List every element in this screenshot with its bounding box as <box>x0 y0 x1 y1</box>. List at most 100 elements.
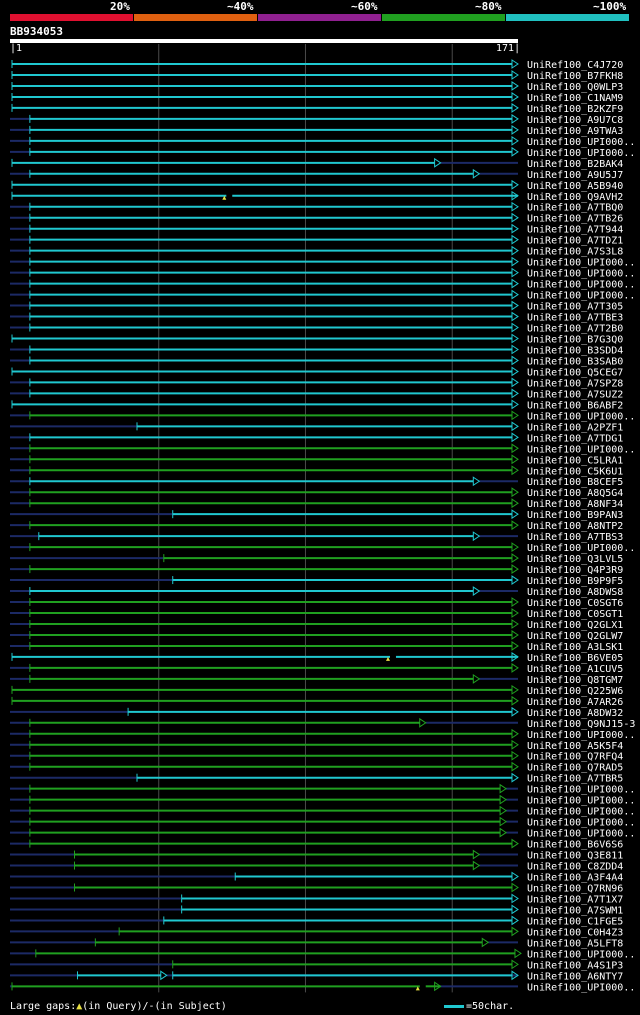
hit-end-arrow <box>160 970 168 981</box>
hit-name: UniRef100_UPI000.. <box>527 785 635 796</box>
hit-name: UniRef100_C0SGT6 <box>527 598 623 609</box>
hit-name: UniRef100_A5LFT8 <box>527 938 623 949</box>
hit-end-arrow <box>511 59 519 69</box>
hit-name: UniRef100_Q9NJ15-3 <box>527 719 635 730</box>
query-gap-icon: ▲ <box>76 1001 83 1012</box>
hit-end-arrow <box>511 619 519 629</box>
hit-end-arrow <box>434 157 442 168</box>
hit-end-arrow <box>511 81 519 91</box>
hit-end-arrow <box>472 168 481 179</box>
hit-name: UniRef100_B9PAN3 <box>527 510 623 521</box>
hit-name: UniRef100_UPI000.. <box>527 258 635 269</box>
hit-name: UniRef100_Q3E811 <box>527 851 623 862</box>
hit-name: UniRef100_A7SWM1 <box>527 905 623 916</box>
hit-end-arrow <box>472 586 481 596</box>
hit-name: UniRef100_Q7RAD5 <box>527 763 623 774</box>
hit-end-arrow <box>511 838 519 849</box>
hit-end-arrow <box>511 234 519 245</box>
hit-name: UniRef100_A3F4A4 <box>527 873 623 884</box>
hit-name: UniRef100_A3LSK1 <box>527 642 623 653</box>
hit-name: UniRef100_UPI000.. <box>527 137 635 148</box>
hit-name: UniRef100_B2KZF9 <box>527 104 623 115</box>
hit-name: UniRef100_Q7RFQ4 <box>527 752 623 763</box>
hit-name: UniRef100_B6VE05 <box>527 653 623 664</box>
hit-name: UniRef100_A1CUV5 <box>527 664 623 675</box>
hit-end-arrow <box>499 827 507 838</box>
hit-name: UniRef100_B7G3Q0 <box>527 335 623 346</box>
hit-name: UniRef100_UPI000.. <box>527 818 635 829</box>
hit-end-arrow <box>511 300 519 311</box>
hit-end-arrow <box>511 630 519 640</box>
hit-name: UniRef100_A7T305 <box>527 302 623 313</box>
hit-name: UniRef100_B9P9F5 <box>527 576 623 587</box>
hit-name: UniRef100_UPI000.. <box>527 829 635 840</box>
hit-name: UniRef100_Q225W6 <box>527 686 623 697</box>
hit-end-arrow <box>511 377 519 388</box>
hit-end-arrow <box>511 278 519 289</box>
hit-end-arrow <box>511 102 519 113</box>
hit-name: UniRef100_A8Q5G4 <box>527 488 623 499</box>
legend-swatch <box>10 14 133 21</box>
hit-end-arrow <box>511 662 519 673</box>
hit-end-arrow <box>511 443 519 454</box>
hit-end-arrow <box>511 179 519 190</box>
hit-name: UniRef100_C0H4Z3 <box>527 927 623 938</box>
hit-name: UniRef100_UPI000.. <box>527 291 635 302</box>
query-gap-marker <box>222 195 227 200</box>
hit-name: UniRef100_Q8TGM7 <box>527 675 623 686</box>
hit-end-arrow <box>511 761 519 772</box>
hit-end-arrow <box>511 322 519 333</box>
hit-end-arrow <box>511 432 519 443</box>
legend-swatch <box>382 14 505 21</box>
hit-end-arrow <box>514 948 522 959</box>
hit-name: UniRef100_C5LRA1 <box>527 455 623 466</box>
hit-name: UniRef100_Q5CEG7 <box>527 367 623 378</box>
legend-label: ~60% <box>351 0 378 13</box>
hit-end-arrow <box>511 706 519 717</box>
legend-swatch <box>506 14 629 21</box>
hit-end-arrow <box>511 421 519 432</box>
hit-name: UniRef100_UPI000.. <box>527 148 635 159</box>
hit-name: UniRef100_A7AR26 <box>527 697 623 708</box>
hit-end-arrow <box>499 816 507 827</box>
hit-name: UniRef100_A7TDZ1 <box>527 236 623 247</box>
hit-name: UniRef100_A7T1X7 <box>527 894 623 905</box>
hit-end-arrow <box>434 981 442 992</box>
hit-end-arrow <box>511 355 519 366</box>
hit-name: UniRef100_B6ABF2 <box>527 400 623 411</box>
hit-name: UniRef100_A7TBQ0 <box>527 203 623 214</box>
hit-end-arrow <box>511 333 519 344</box>
hit-name: UniRef100_Q4P3R9 <box>527 565 623 576</box>
hit-end-arrow <box>511 728 519 739</box>
query-gap-label: (in Query)/ <box>82 1001 149 1012</box>
gap-legend-label: Large gaps: <box>10 1001 77 1012</box>
scale-label: =50char. <box>466 1001 515 1012</box>
hit-end-arrow <box>511 695 519 706</box>
hit-name: UniRef100_A7T2B0 <box>527 324 623 335</box>
identity-legend: 20% ~40% ~60% ~80% ~100% <box>10 0 630 22</box>
hit-end-arrow <box>511 212 519 223</box>
legend-swatch <box>134 14 257 21</box>
hit-name: UniRef100_B2BAK4 <box>527 159 623 170</box>
hit-end-arrow <box>511 926 519 937</box>
hit-name: UniRef100_Q9AVH2 <box>527 192 623 203</box>
hit-name: UniRef100_C1FGE5 <box>527 916 623 927</box>
hit-end-arrow <box>511 772 519 783</box>
hit-end-arrow <box>511 399 519 410</box>
hit-name: UniRef100_UPI000.. <box>527 982 635 993</box>
hit-name: UniRef100_UPI000.. <box>527 411 635 422</box>
hit-end-arrow <box>511 553 519 564</box>
hit-name: UniRef100_B3SAB0 <box>527 356 623 367</box>
hit-end-arrow <box>511 245 519 256</box>
hit-name: UniRef100_Q0WLP3 <box>527 82 623 93</box>
hit-name: UniRef100_UPI000.. <box>527 543 635 554</box>
hit-end-arrow <box>511 256 519 267</box>
hit-end-arrow <box>511 575 519 585</box>
hit-name: UniRef100_A2PZF1 <box>527 422 623 433</box>
hit-end-arrow <box>511 487 519 498</box>
hit-name: UniRef100_A7T944 <box>527 225 623 236</box>
hit-end-arrow <box>511 366 519 377</box>
ruler-start-label: |1 <box>10 43 23 54</box>
hit-end-arrow <box>499 794 507 805</box>
hit-end-arrow <box>511 893 519 904</box>
